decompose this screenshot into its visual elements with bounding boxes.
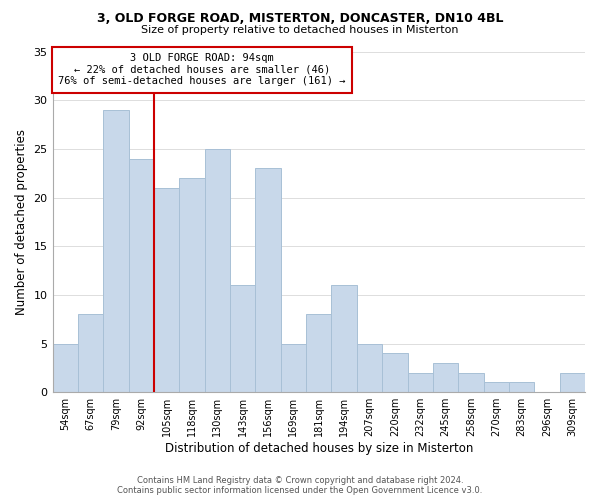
- Bar: [103, 110, 128, 392]
- Text: Contains public sector information licensed under the Open Government Licence v3: Contains public sector information licen…: [118, 486, 482, 495]
- Bar: [230, 285, 256, 392]
- Bar: [205, 149, 230, 392]
- X-axis label: Distribution of detached houses by size in Misterton: Distribution of detached houses by size …: [164, 442, 473, 455]
- Y-axis label: Number of detached properties: Number of detached properties: [15, 129, 28, 315]
- Bar: [509, 382, 534, 392]
- Bar: [256, 168, 281, 392]
- Bar: [53, 344, 78, 392]
- Bar: [433, 363, 458, 392]
- Text: 3 OLD FORGE ROAD: 94sqm
← 22% of detached houses are smaller (46)
76% of semi-de: 3 OLD FORGE ROAD: 94sqm ← 22% of detache…: [58, 53, 346, 86]
- Bar: [407, 372, 433, 392]
- Text: 3, OLD FORGE ROAD, MISTERTON, DONCASTER, DN10 4BL: 3, OLD FORGE ROAD, MISTERTON, DONCASTER,…: [97, 12, 503, 26]
- Bar: [306, 314, 331, 392]
- Bar: [357, 344, 382, 392]
- Text: Size of property relative to detached houses in Misterton: Size of property relative to detached ho…: [141, 25, 459, 35]
- Bar: [179, 178, 205, 392]
- Bar: [281, 344, 306, 392]
- Bar: [382, 354, 407, 392]
- Bar: [78, 314, 103, 392]
- Text: Contains HM Land Registry data © Crown copyright and database right 2024.: Contains HM Land Registry data © Crown c…: [137, 476, 463, 485]
- Bar: [484, 382, 509, 392]
- Bar: [128, 158, 154, 392]
- Bar: [458, 372, 484, 392]
- Bar: [331, 285, 357, 392]
- Bar: [154, 188, 179, 392]
- Bar: [560, 372, 585, 392]
